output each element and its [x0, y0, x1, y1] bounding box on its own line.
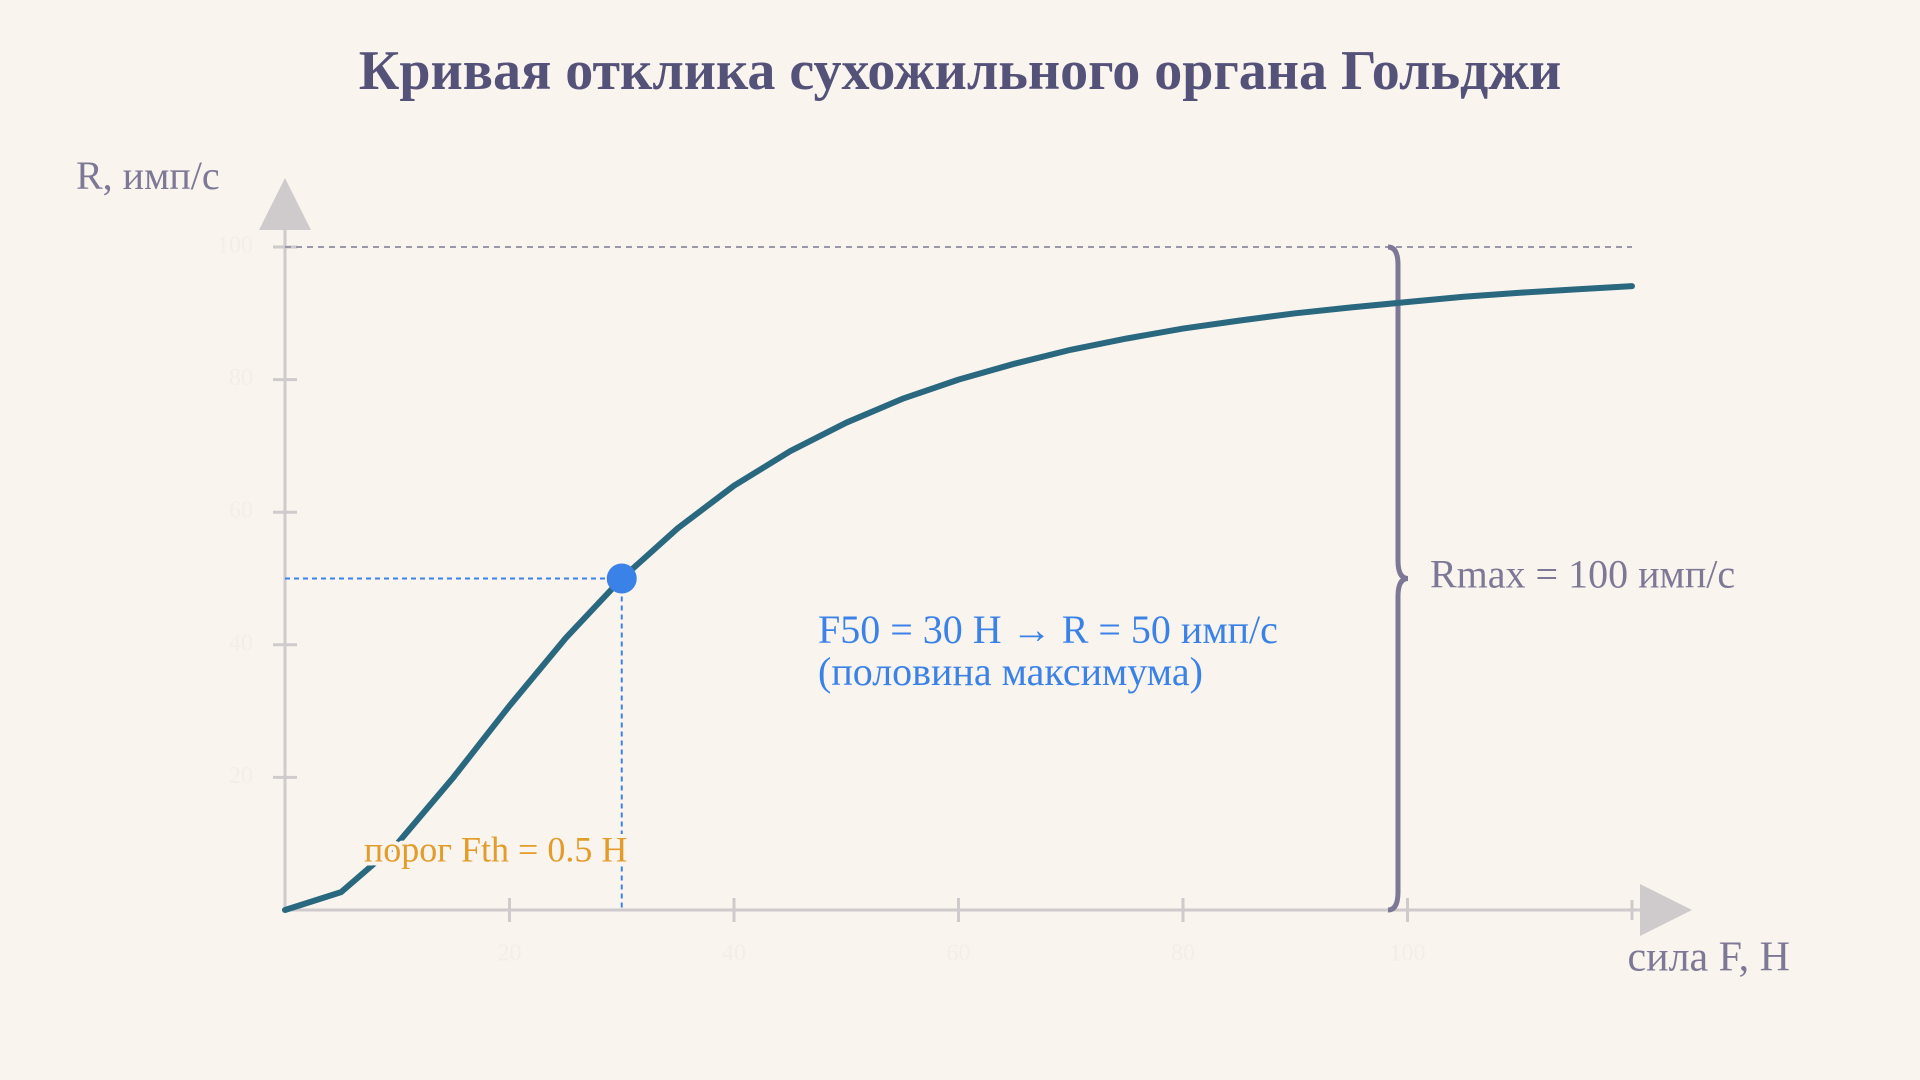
x-tick-label: 60: [947, 941, 971, 967]
y-tick-label: 40: [229, 630, 253, 656]
y-tick-label: 100: [217, 233, 253, 259]
x-axis-arrow: [1640, 884, 1692, 936]
x-axis-label: сила F, Н: [1627, 935, 1790, 981]
x-tick-label: 40: [722, 941, 746, 967]
x-tick-label: 100: [1390, 941, 1426, 967]
rmax-brace: [1387, 244, 1409, 913]
threshold-label: порог Fth = 0.5 Н: [364, 829, 627, 869]
highlight-label: (половина максимума): [818, 649, 1203, 694]
x-tick-label: 80: [1171, 941, 1195, 967]
y-tick-label: 20: [229, 763, 253, 789]
y-tick-label: 60: [229, 498, 253, 524]
y-tick-label: 80: [229, 365, 253, 391]
x-tick-label: 20: [498, 941, 522, 967]
highlight-label: F50 = 30 Н → R = 50 имп/с: [818, 607, 1278, 652]
rmax-label: Rmax = 100 имп/с: [1430, 552, 1735, 597]
chart-title: Кривая отклика сухожильного органа Гольд…: [359, 40, 1562, 102]
y-axis-arrow: [259, 178, 311, 230]
highlight-point: [606, 563, 637, 594]
response-curve: [282, 283, 1635, 913]
y-axis-label: R, имп/с: [76, 153, 220, 198]
